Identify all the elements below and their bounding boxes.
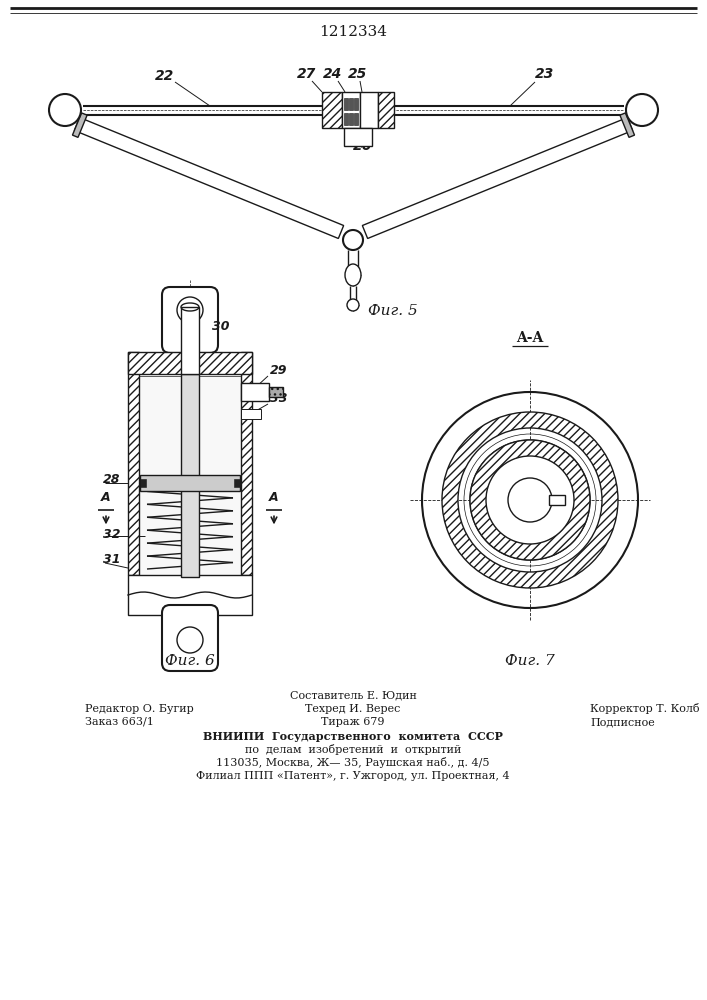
Bar	[342, 92, 360, 128]
Bar	[181, 374, 199, 577]
Bar	[241, 352, 252, 575]
Text: Фиг. 7: Фиг. 7	[505, 654, 555, 668]
Bar	[241, 383, 269, 401]
Text: ВНИИПИ  Государственного  комитета  СССР: ВНИИПИ Государственного комитета СССР	[203, 731, 503, 742]
Text: Фиг. 5: Фиг. 5	[368, 304, 418, 318]
Text: 31: 31	[103, 553, 120, 566]
FancyBboxPatch shape	[162, 287, 218, 353]
Text: 32: 32	[103, 528, 120, 541]
Circle shape	[508, 478, 552, 522]
Polygon shape	[74, 118, 344, 238]
Circle shape	[177, 627, 203, 653]
Bar	[349, 113, 353, 125]
Text: 28: 28	[103, 473, 120, 486]
Text: Корректор Т. Колб: Корректор Т. Колб	[590, 703, 700, 714]
Text: 113035, Москва, Ж— 35, Раушская наб., д. 4/5: 113035, Москва, Ж— 35, Раушская наб., д.…	[216, 757, 490, 768]
Bar	[181, 307, 199, 374]
Bar	[344, 128, 372, 146]
Bar	[128, 352, 139, 575]
Text: 30: 30	[212, 320, 230, 333]
Polygon shape	[620, 113, 634, 137]
FancyBboxPatch shape	[162, 605, 218, 671]
Text: A-A: A-A	[516, 331, 544, 345]
Text: Заказ 663/1: Заказ 663/1	[85, 717, 154, 727]
Bar	[344, 113, 348, 125]
Text: 33: 33	[270, 392, 288, 405]
Bar	[378, 92, 394, 128]
Bar	[140, 479, 146, 487]
Bar	[241, 409, 261, 419]
Text: 23: 23	[535, 67, 554, 81]
Text: Филиал ППП «Патент», г. Ужгород, ул. Проектная, 4: Филиал ППП «Патент», г. Ужгород, ул. Про…	[196, 771, 510, 781]
Bar	[354, 98, 358, 110]
Bar	[354, 113, 358, 125]
Text: 27: 27	[298, 67, 317, 81]
Bar	[128, 352, 252, 374]
Bar	[322, 92, 342, 128]
Text: Фиг. 6: Фиг. 6	[165, 654, 215, 668]
Text: Подписное: Подписное	[590, 717, 655, 727]
Text: 29: 29	[270, 364, 288, 377]
Circle shape	[347, 299, 359, 311]
Circle shape	[49, 94, 81, 126]
Circle shape	[343, 230, 363, 250]
Text: A: A	[269, 491, 279, 504]
Text: 24: 24	[323, 67, 343, 81]
Bar	[360, 92, 378, 128]
Bar	[269, 387, 283, 397]
Bar	[140, 475, 240, 491]
Text: Тираж 679: Тираж 679	[321, 717, 385, 727]
Text: 25: 25	[349, 67, 368, 81]
Text: 22: 22	[156, 69, 175, 83]
Bar	[139, 376, 241, 575]
Bar	[344, 98, 348, 110]
Polygon shape	[363, 118, 633, 238]
Polygon shape	[72, 113, 87, 137]
Text: 26: 26	[354, 139, 373, 153]
Circle shape	[177, 297, 203, 323]
Circle shape	[470, 440, 590, 560]
Bar	[234, 479, 240, 487]
Ellipse shape	[345, 264, 361, 286]
Bar	[349, 98, 353, 110]
Text: Редактор О. Бугир: Редактор О. Бугир	[85, 704, 194, 714]
Circle shape	[422, 392, 638, 608]
Circle shape	[626, 94, 658, 126]
Bar	[128, 575, 252, 615]
Text: Техред И. Верес: Техред И. Верес	[305, 704, 401, 714]
Text: 1212334: 1212334	[319, 25, 387, 39]
Text: A: A	[101, 491, 111, 504]
Text: по  делам  изобретений  и  открытий: по делам изобретений и открытий	[245, 744, 461, 755]
Text: Составитель Е. Юдин: Составитель Е. Юдин	[290, 690, 416, 700]
Bar	[549, 495, 565, 505]
